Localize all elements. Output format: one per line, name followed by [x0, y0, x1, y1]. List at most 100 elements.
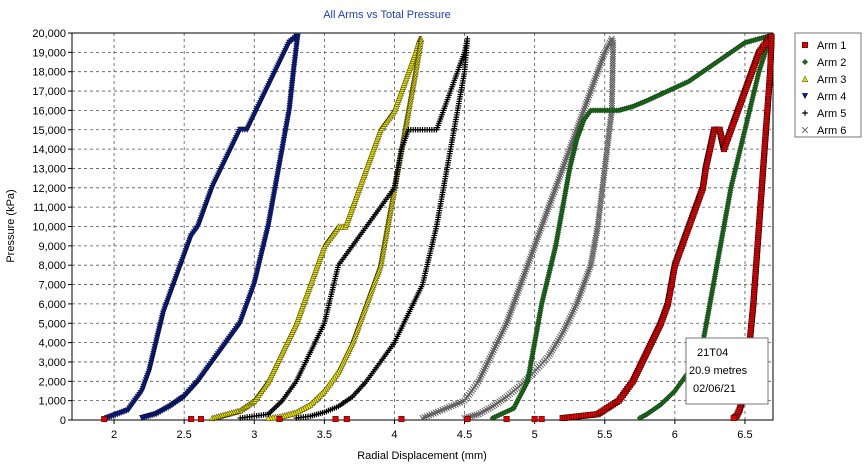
data-point [469, 412, 476, 420]
data-point [505, 313, 513, 320]
data-point [522, 266, 530, 273]
y-tick-label: 10,000 [32, 222, 66, 234]
data-point [332, 416, 339, 423]
data-point [510, 300, 517, 308]
data-point [609, 46, 617, 53]
data-point [582, 100, 590, 108]
series-arm-4 [104, 33, 301, 422]
data-point [579, 285, 586, 293]
data-point [503, 416, 510, 423]
data-point [544, 206, 552, 213]
legend-marker [802, 42, 809, 49]
legend-marker [801, 93, 809, 100]
data-point [509, 302, 517, 310]
data-point [609, 58, 616, 65]
data-point [589, 83, 596, 90]
data-point [543, 210, 550, 217]
data-point [609, 67, 616, 74]
y-tick-label: 9,000 [38, 241, 66, 253]
data-point [515, 287, 522, 295]
data-point [609, 72, 616, 79]
x-tick-label: 5 [532, 429, 538, 441]
data-point [475, 411, 482, 418]
data-point [540, 219, 547, 226]
annotation-line-2: 20.9 metres [689, 365, 748, 377]
y-tick-label: 4,000 [38, 338, 66, 350]
data-point [541, 214, 548, 222]
legend-marker [801, 58, 809, 66]
data-point [609, 62, 616, 70]
data-point [563, 154, 570, 161]
data-point [505, 315, 512, 323]
data-point [507, 309, 514, 316]
data-point [608, 102, 616, 109]
data-point [139, 415, 146, 422]
data-point [730, 415, 737, 422]
data-point [527, 253, 534, 260]
data-point [512, 294, 520, 301]
data-point [533, 236, 541, 243]
data-point [584, 270, 591, 277]
y-tick-label: 6,000 [38, 299, 66, 311]
data-point [514, 289, 521, 297]
data-point [508, 307, 515, 314]
data-point [590, 79, 598, 86]
data-point [531, 242, 538, 250]
data-point [471, 412, 478, 419]
data-point [582, 277, 589, 284]
series-arm-5 [237, 36, 471, 421]
data-point [519, 277, 526, 284]
data-point [588, 85, 595, 93]
data-point [555, 176, 562, 183]
data-point [608, 95, 616, 102]
legend-label: Arm 2 [817, 57, 846, 69]
data-point [550, 191, 557, 198]
legend-marker [801, 75, 809, 83]
y-tick-label: 3,000 [38, 357, 66, 369]
data-point [557, 169, 565, 176]
data-point [532, 240, 539, 247]
data-point [609, 41, 617, 49]
data-point [608, 100, 616, 107]
data-point [554, 180, 561, 187]
data-point [503, 320, 510, 327]
x-tick-label: 6 [672, 429, 678, 441]
data-point [584, 96, 591, 103]
data-point [545, 203, 552, 211]
y-tick-label: 0 [60, 415, 66, 427]
data-point [523, 264, 531, 271]
y-tick-label: 5,000 [38, 318, 66, 330]
data-point [575, 296, 582, 303]
data-point [526, 257, 533, 265]
data-point [597, 59, 605, 67]
data-point [101, 416, 108, 423]
legend-item: Arm 5 [802, 108, 846, 120]
data-point [585, 94, 592, 101]
data-point [473, 411, 480, 418]
data-point [561, 160, 568, 168]
data-point [530, 244, 538, 252]
y-tick-label: 13,000 [32, 163, 66, 175]
data-point [188, 416, 195, 423]
data-point [609, 76, 616, 84]
data-point [580, 107, 587, 114]
data-point [593, 72, 600, 80]
data-point [520, 272, 527, 280]
data-point [511, 298, 518, 305]
data-point [293, 415, 300, 421]
data-point [609, 65, 616, 72]
y-tick-label: 1,000 [38, 396, 66, 408]
data-point [581, 105, 588, 112]
data-point [575, 294, 583, 301]
legend-item: Arm 6 [801, 125, 846, 137]
data-point [587, 87, 594, 95]
data-point [540, 216, 548, 224]
x-tick-label: 3 [251, 429, 257, 441]
data-point [586, 92, 593, 99]
data-point [464, 416, 471, 423]
data-point [560, 163, 567, 170]
data-point [562, 156, 569, 164]
data-point [582, 102, 589, 110]
y-tick-label: 8,000 [38, 260, 66, 272]
data-point [536, 229, 543, 237]
